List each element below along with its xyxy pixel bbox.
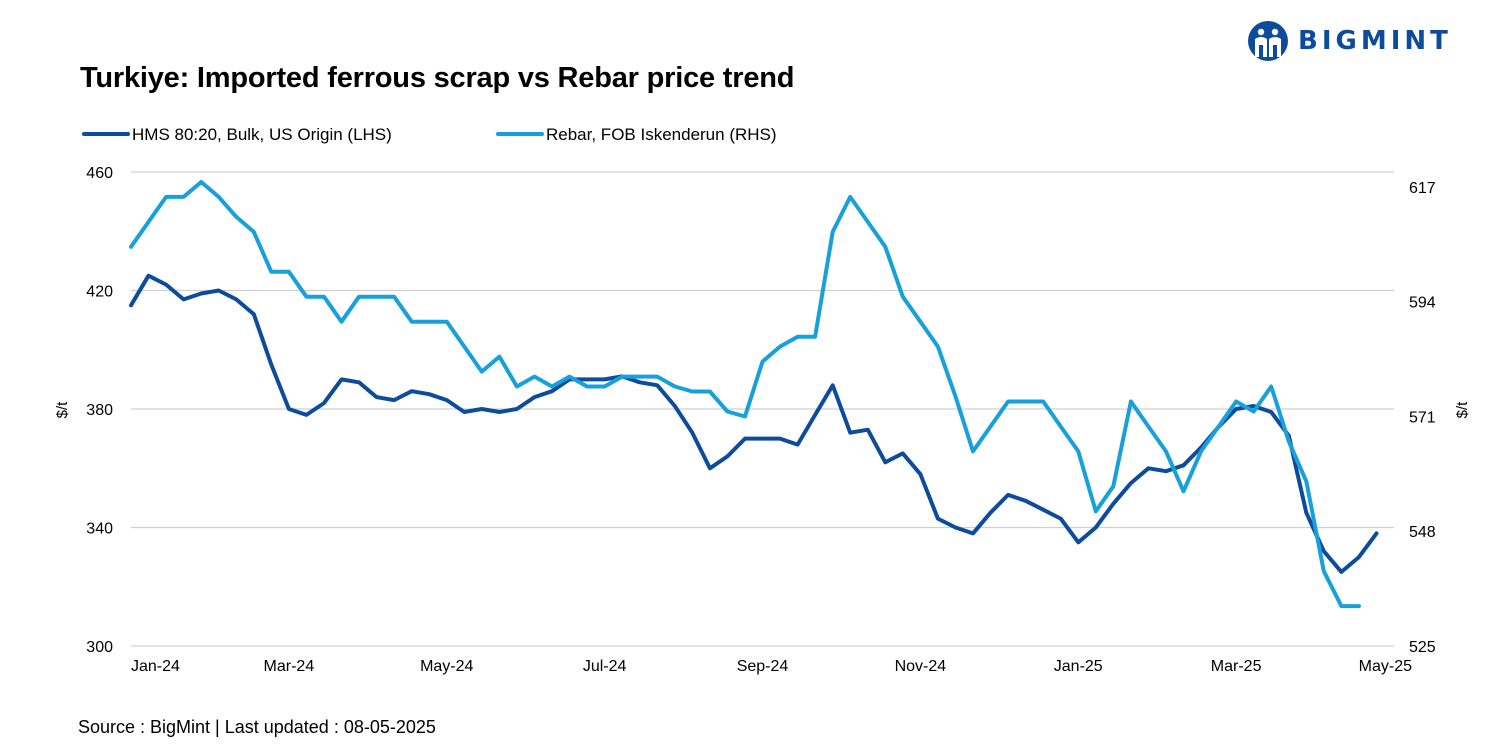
x-tick-label: May-24 (420, 658, 473, 675)
y-right-tick-label: 594 (1409, 295, 1436, 312)
x-tick-label: Sep-24 (737, 658, 789, 675)
bigmint-logo-text: BIGMINT (1298, 26, 1452, 56)
chart-legend: HMS 80:20, Bulk, US Origin (LHS) Rebar, F… (82, 125, 777, 144)
y-left-tick-label: 340 (86, 521, 113, 538)
x-tick-label: Nov-24 (895, 658, 947, 675)
legend-label: HMS 80:20, Bulk, US Origin (LHS) (132, 125, 392, 144)
y-axis-right: 525 548 571 594 617 $/t (1409, 180, 1471, 656)
series-line-rebar-fob (129, 180, 1361, 609)
y-right-tick-label: 548 (1409, 524, 1436, 541)
x-axis: Jan-24 Mar-24 May-24 Jul-24 Sep-24 Nov-24 Jan-… (131, 658, 1412, 675)
grid-lines (131, 171, 1394, 647)
source-note: Source : BigMint | Last updated : 08-05-… (78, 717, 436, 737)
x-tick-label: Mar-25 (1211, 658, 1262, 675)
x-tick-label: Mar-24 (264, 658, 315, 675)
x-tick-label: Jul-24 (583, 658, 627, 675)
series-lines (129, 180, 1379, 609)
bigmint-logo-icon (1248, 21, 1288, 61)
y-left-tick-label: 300 (86, 639, 113, 656)
series-line-hms-80-20 (129, 273, 1379, 574)
y-right-axis-label: $/t (1454, 401, 1471, 419)
y-left-tick-label: 380 (86, 402, 113, 419)
y-right-tick-label: 525 (1409, 639, 1436, 656)
y-left-axis-label: $/t (54, 401, 71, 419)
legend-label: Rebar, FOB Iskenderun (RHS) (546, 125, 777, 144)
y-right-tick-label: 617 (1409, 180, 1436, 197)
chart-title: Turkiye: Imported ferrous scrap vs Rebar… (80, 62, 795, 94)
y-right-tick-label: 571 (1409, 409, 1436, 426)
y-left-tick-label: 460 (86, 165, 113, 182)
x-tick-label: Jan-25 (1054, 658, 1103, 675)
line-chart: HMS 80:20, Bulk, US Origin (LHS) Rebar, F… (54, 125, 1471, 675)
x-tick-label: Jan-24 (131, 658, 180, 675)
bigmint-logo: BIGMINT (1246, 20, 1452, 62)
y-left-tick-label: 420 (86, 284, 113, 301)
y-axis-left: 300 340 380 420 460 $/t (54, 165, 113, 656)
x-tick-label: May-25 (1359, 658, 1412, 675)
